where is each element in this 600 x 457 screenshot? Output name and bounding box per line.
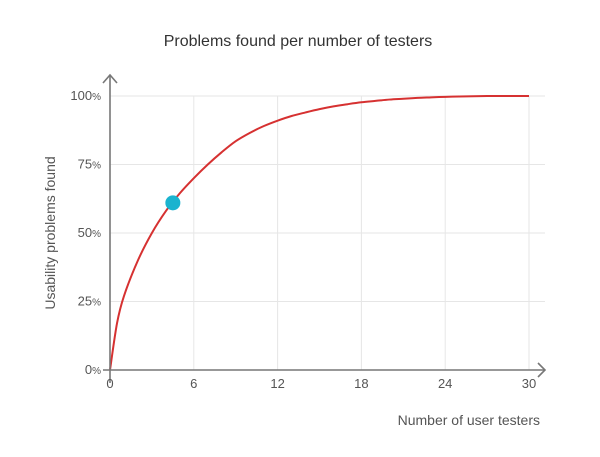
y-axis-title: Usability problems found [42,156,58,309]
axes [102,73,547,383]
x-tick-label: 6 [190,376,197,391]
x-tick-label: 24 [438,376,452,391]
chart-title: Problems found per number of testers [164,33,433,50]
x-tick-label: 0 [106,376,113,391]
y-tick-label: 100% [70,88,101,103]
series-line [109,94,529,371]
y-tick-label: 0% [85,362,101,377]
highlight-point [165,195,181,211]
y-tick-label: 75% [78,157,101,172]
x-tick-label: 30 [522,376,536,391]
x-axis-title: Number of user testers [398,412,540,428]
x-tick-label: 12 [270,376,284,391]
y-axis-arrow-icon [102,73,118,84]
grid-lines [110,95,545,370]
x-axis-arrow-icon [537,362,547,378]
x-tick-label: 18 [354,376,368,391]
y-tick-labels: 0% 25% 50% 75% 100% [70,88,101,377]
x-tick-labels: 0 6 12 18 24 30 [106,376,536,391]
y-tick-label: 50% [78,225,101,240]
y-tick-label: 25% [78,294,101,309]
